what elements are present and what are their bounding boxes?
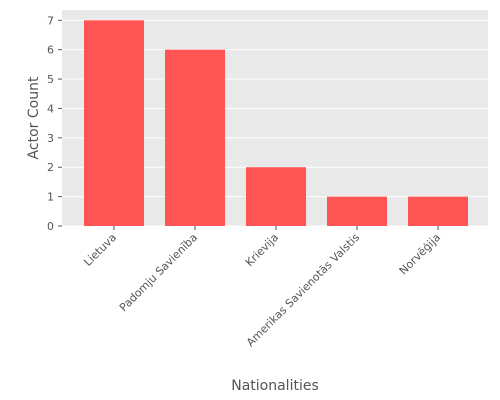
y-tick-label: 1: [47, 191, 54, 204]
bar: [165, 49, 225, 227]
x-tick-label: Norvēģija: [397, 231, 443, 277]
bar: [327, 196, 387, 226]
y-tick-label: 6: [47, 44, 54, 57]
bar: [84, 20, 144, 226]
y-tick-label: 5: [47, 73, 54, 86]
y-tick-label: 2: [47, 161, 54, 174]
bar: [246, 167, 306, 226]
x-tick-label: Padomju Savienība: [117, 231, 200, 314]
y-tick-label: 0: [47, 220, 54, 233]
y-tick-label: 3: [47, 132, 54, 145]
x-axis-title: Nationalities: [231, 378, 319, 394]
x-tick-label: Lietuva: [81, 231, 119, 269]
y-axis-title: Actor Count: [26, 76, 42, 159]
bar: [408, 196, 468, 226]
y-tick-label: 4: [47, 102, 54, 115]
y-tick-label: 7: [47, 14, 54, 27]
x-tick-label: Krievija: [243, 231, 281, 269]
bars: [84, 20, 468, 227]
y-axis-ticks: 0 1 2 3 4 5 6 7: [47, 14, 62, 233]
